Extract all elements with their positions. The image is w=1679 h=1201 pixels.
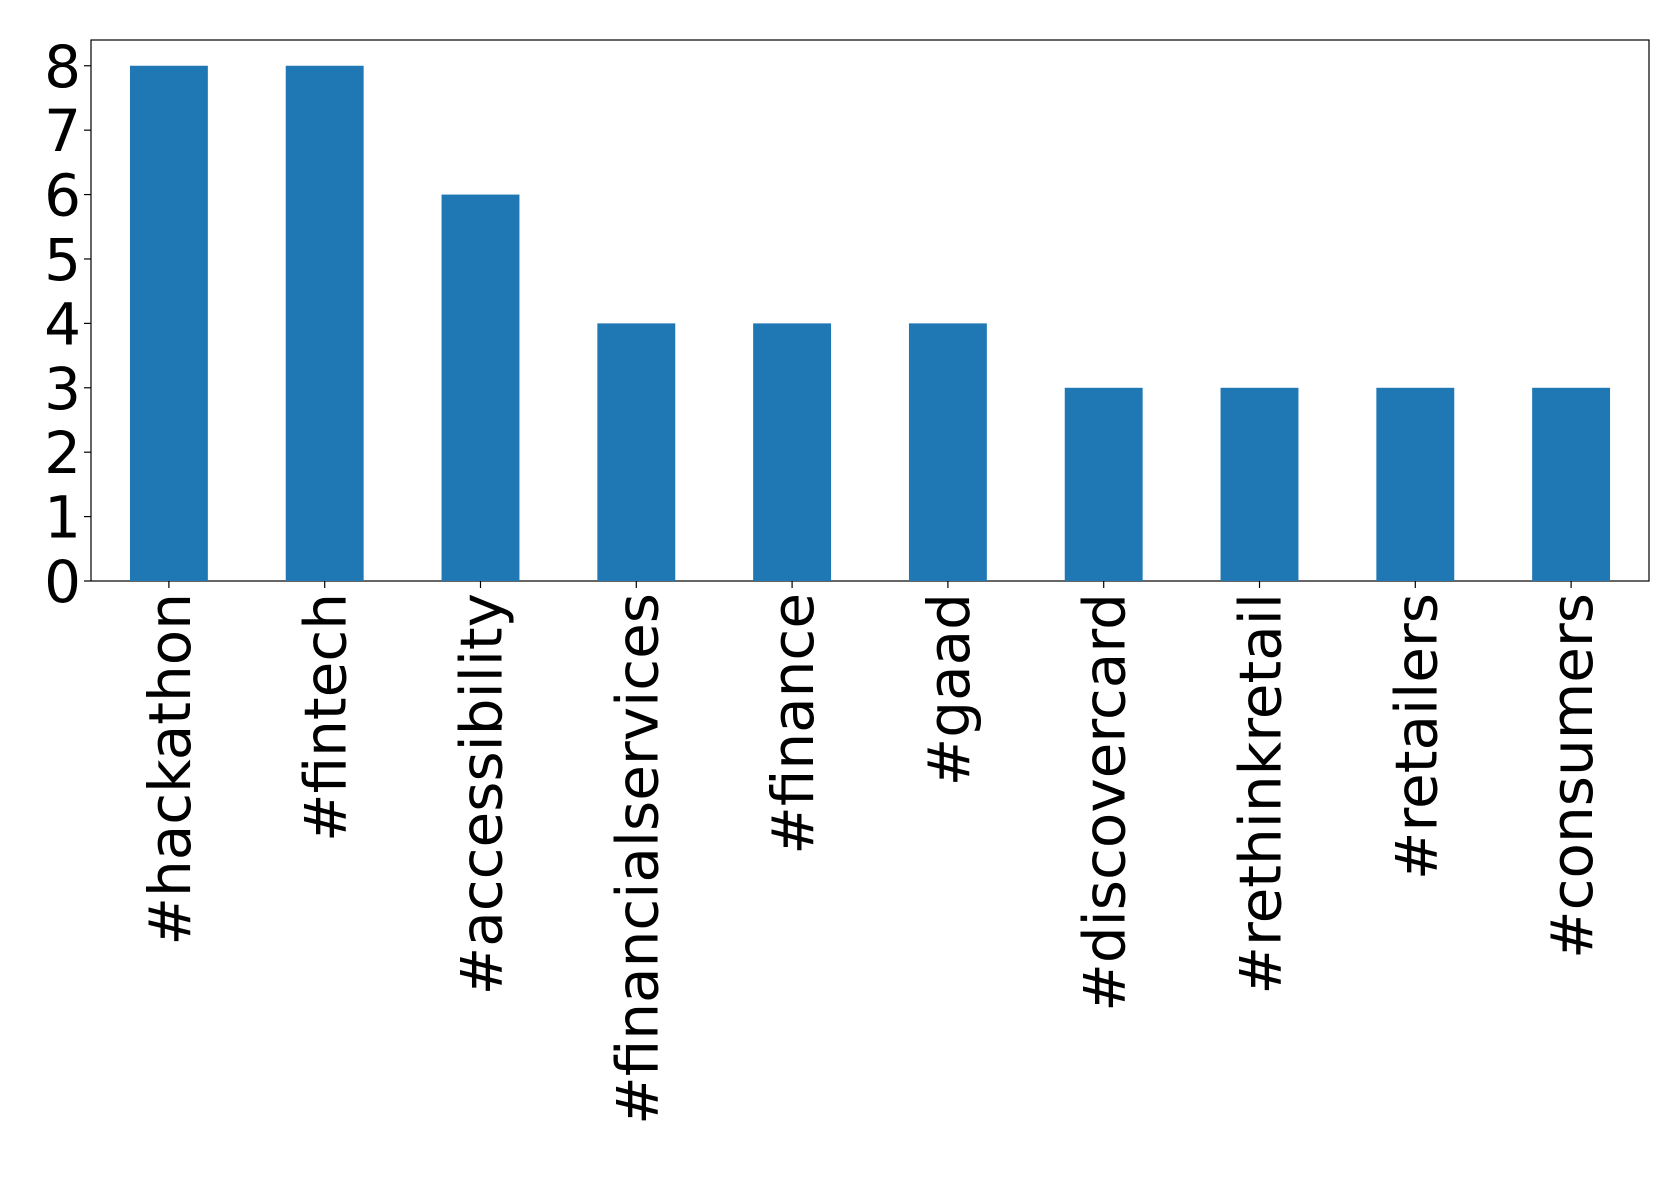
bar: [1220, 387, 1299, 581]
bar: [441, 194, 520, 582]
y-tick-label: 4: [44, 290, 81, 358]
bar: [908, 323, 987, 581]
plot-frame: [90, 39, 1650, 582]
x-tick-label: #retailers: [1382, 593, 1450, 880]
y-tick-label: 6: [44, 162, 81, 230]
x-tick-label: #rethinkretail: [1227, 593, 1295, 995]
x-tick-label: #accessibility: [448, 593, 516, 995]
bar: [285, 65, 364, 581]
bar: [1532, 387, 1611, 581]
y-tick-label: 2: [44, 419, 81, 487]
bar: [1376, 387, 1455, 581]
bar: [129, 65, 208, 581]
y-tick-label: 1: [44, 484, 81, 552]
x-tick-label: #discovercard: [1071, 593, 1139, 1012]
bar: [1064, 387, 1143, 581]
y-tick-label: 5: [44, 226, 81, 294]
y-tick-label: 3: [44, 355, 81, 423]
x-tick-label: #fintech: [292, 593, 360, 842]
y-tick-label: 0: [44, 548, 81, 616]
y-tick-label: 8: [44, 33, 81, 101]
bar: [597, 323, 676, 581]
x-tick-label: #hackathon: [136, 593, 204, 946]
x-tick-label: #gaad: [915, 593, 983, 786]
y-tick-label: 7: [44, 97, 81, 165]
x-tick-label: #financialservices: [603, 593, 671, 1125]
x-tick-label: #consumers: [1538, 593, 1606, 959]
x-tick-label: #finance: [759, 593, 827, 855]
bar: [753, 323, 832, 581]
